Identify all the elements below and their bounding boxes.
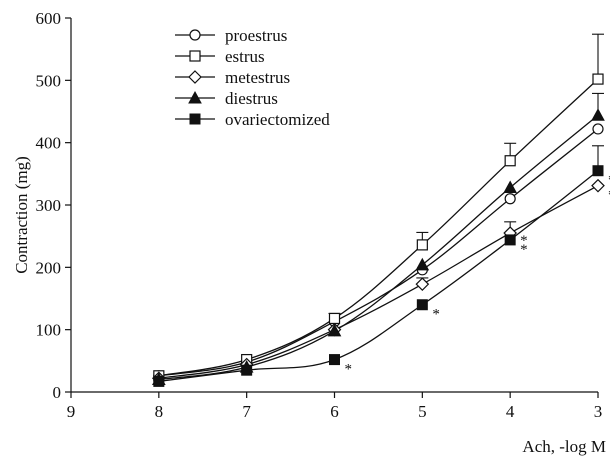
annotations: ****** [345, 173, 610, 378]
data-point-diestrus [503, 180, 518, 194]
significance-marker: * [608, 173, 610, 189]
data-point-diestrus [327, 323, 342, 337]
data-point-metestrus [591, 178, 605, 193]
y-tick-label: 0 [53, 383, 62, 402]
legend-marker-proestrus [189, 29, 201, 41]
data-point-metestrus [415, 277, 430, 292]
legend-marker-ovariectomized [189, 113, 201, 125]
error-bars [328, 33, 604, 319]
data-point-estrus [592, 73, 604, 85]
x-axis-label: Ach, -log M [522, 437, 606, 456]
y-tick-label: 100 [36, 321, 62, 340]
legend-label-metestrus: metestrus [225, 68, 290, 87]
series-line-proestrus [158, 128, 599, 377]
legend-label-proestrus: proestrus [225, 26, 287, 45]
data-point-estrus [504, 155, 516, 167]
data-point-proestrus [592, 123, 604, 135]
data-point-diestrus [415, 257, 430, 271]
significance-marker: * [520, 233, 528, 249]
axes: 0 100 200 300 400 500 600 9 8 7 6 5 4 3 [36, 9, 603, 421]
x-tick-label: 7 [242, 402, 251, 421]
x-tick-label: 5 [418, 402, 427, 421]
y-tick-label: 300 [36, 196, 62, 215]
x-tick-label: 3 [594, 402, 603, 421]
series-markers [151, 73, 605, 387]
data-point-ovariectomized [153, 375, 165, 387]
data-point-ovariectomized [241, 364, 253, 376]
data-point-ovariectomized [504, 234, 516, 246]
series-line-diestrus [158, 114, 599, 381]
significance-marker: * [345, 362, 353, 378]
data-point-ovariectomized [329, 354, 340, 366]
y-tick-label: 600 [36, 9, 62, 28]
y-tick-label: 400 [36, 134, 62, 153]
data-point-estrus [328, 312, 341, 325]
x-tick-label: 8 [155, 402, 164, 421]
data-point-ovariectomized [592, 165, 604, 177]
legend-label-ovariectomized: ovariectomized [225, 110, 330, 129]
data-point-ovariectomized [416, 299, 428, 311]
legend: proestrus estrus metestrus diestrus ovariect… [175, 26, 330, 129]
y-tick-label: 200 [36, 258, 62, 277]
series-line-ovariectomized [158, 170, 599, 383]
legend-marker-diestrus [188, 90, 202, 104]
legend-label-estrus: estrus [225, 47, 265, 66]
legend-marker-metestrus [188, 70, 202, 84]
significance-marker: * [432, 307, 440, 323]
legend-label-diestrus: diestrus [225, 89, 278, 108]
legend-marker-estrus [189, 50, 201, 62]
data-point-diestrus [591, 108, 605, 121]
data-point-estrus [416, 239, 428, 251]
data-point-proestrus [504, 193, 516, 205]
x-tick-label: 4 [506, 402, 515, 421]
significance-marker: * [608, 188, 610, 204]
series-line-metestrus [158, 185, 599, 379]
x-tick-label: 9 [67, 402, 76, 421]
x-tick-label: 6 [330, 402, 339, 421]
y-tick-label: 500 [36, 71, 62, 90]
significance-marker: * [520, 242, 528, 258]
y-axis-label: Contraction (mg) [12, 156, 31, 274]
